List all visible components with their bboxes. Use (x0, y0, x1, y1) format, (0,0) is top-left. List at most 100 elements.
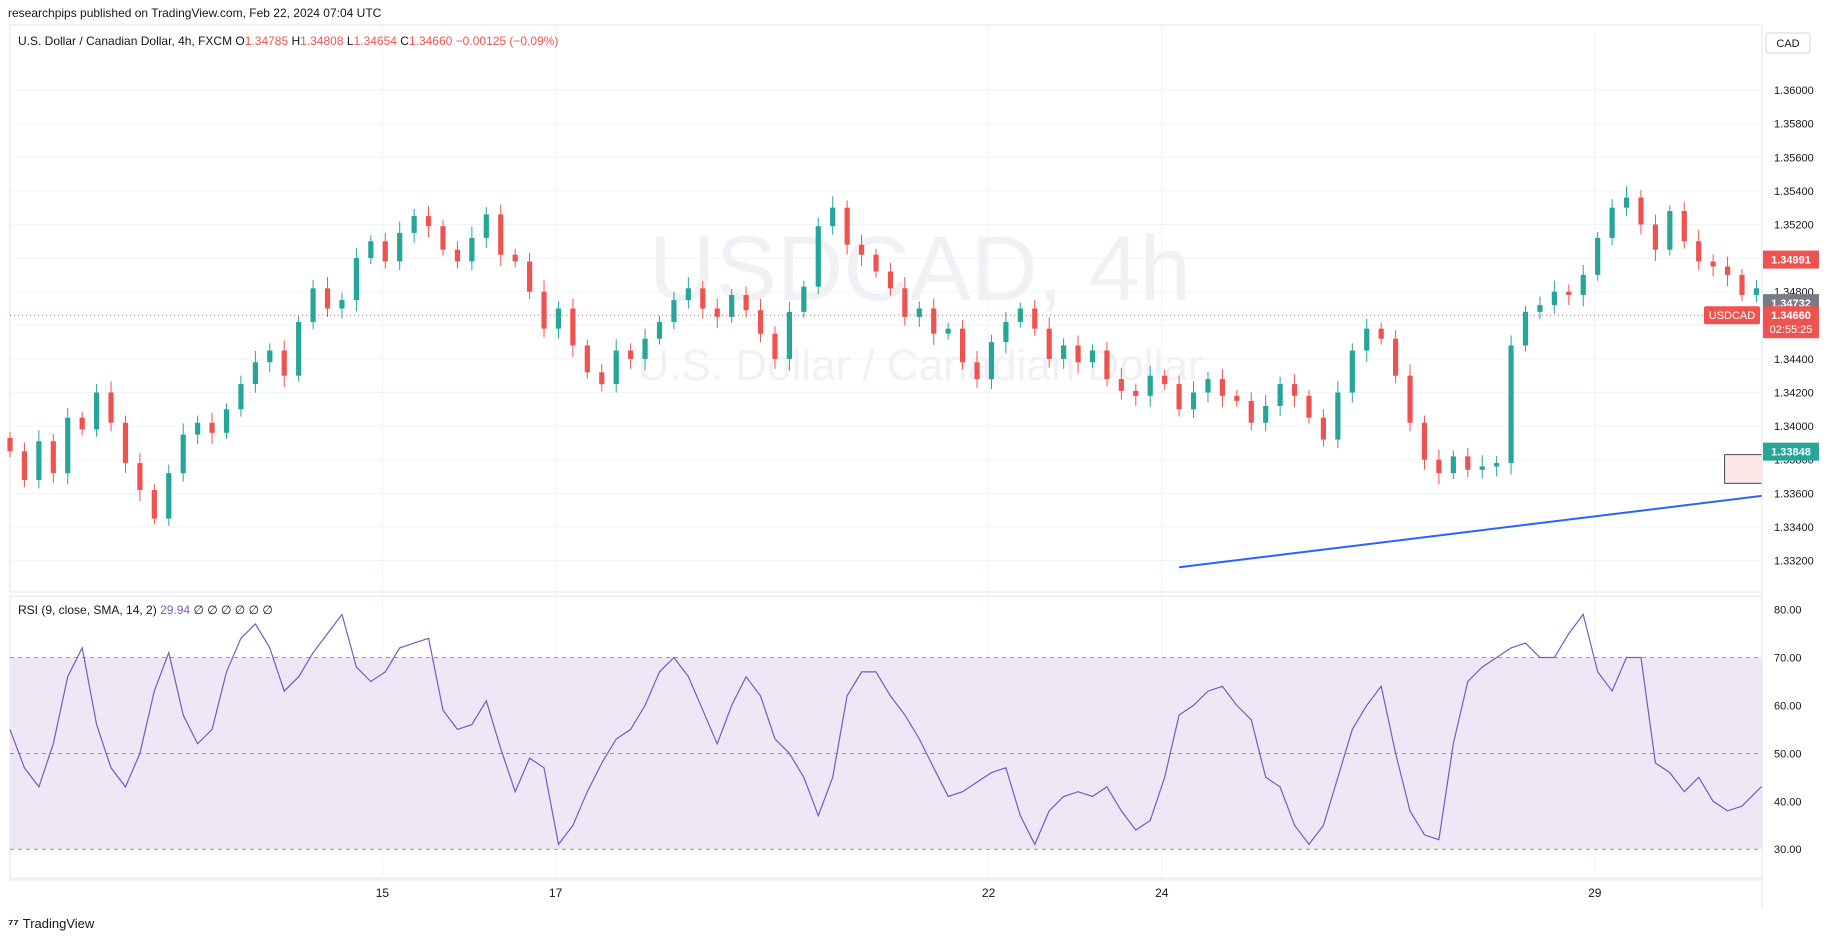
candle (94, 383, 100, 437)
candle-body (454, 249, 461, 262)
candle-body (368, 241, 374, 259)
candle (1248, 392, 1254, 430)
candle-body (1364, 328, 1370, 351)
candle-body (1652, 224, 1658, 250)
candle-body (628, 350, 634, 359)
rsi-legend-part: ∅ ∅ ∅ ∅ ∅ ∅ (193, 603, 272, 617)
candle (584, 339, 590, 379)
candle-body (483, 214, 489, 238)
candle (815, 217, 821, 294)
rsi-tick: 80.00 (1774, 605, 1802, 617)
candle-body (1234, 395, 1240, 401)
time-tick: 15 (376, 886, 390, 900)
footer-brand[interactable]: ⁷⁷ TradingView (8, 916, 94, 931)
candle-body (988, 342, 995, 380)
candle (1017, 302, 1023, 328)
candle (960, 320, 966, 370)
candle (555, 301, 562, 339)
candle-body (1320, 417, 1327, 440)
candle-body (296, 321, 302, 376)
currency-box (1765, 32, 1811, 54)
candle-body (1421, 422, 1428, 460)
candle-body (1710, 261, 1716, 267)
candle-body (1638, 197, 1644, 225)
candle-body (714, 308, 720, 317)
candle (1595, 232, 1601, 281)
candle-body (1147, 375, 1153, 396)
candle-body (1205, 379, 1211, 393)
candle (1436, 449, 1442, 485)
candle (1032, 299, 1038, 336)
candle (1638, 190, 1644, 235)
candle (1667, 205, 1673, 256)
candle (1104, 341, 1110, 387)
price-tick: 1.34400 (1774, 354, 1814, 366)
symbol-legend-part: 1.34654 (354, 34, 401, 48)
candle (1739, 269, 1745, 301)
candle-body (685, 288, 691, 301)
symbol-legend-part: L (347, 34, 354, 48)
candle (382, 232, 388, 269)
candle (1046, 317, 1052, 368)
candle-body (1681, 211, 1687, 242)
symbol-legend-part: H (291, 34, 300, 48)
candle (1465, 447, 1471, 478)
candle (1162, 369, 1168, 390)
candle (1681, 202, 1687, 249)
candle (714, 298, 720, 329)
stop-price-tag: 1.34991 (1771, 255, 1811, 267)
candle-body (902, 288, 908, 317)
candle-body (1003, 321, 1009, 343)
candle (1263, 394, 1269, 432)
candle-body (50, 441, 56, 474)
candle (1609, 199, 1615, 246)
candle (916, 301, 922, 327)
symbol-legend-part: −0.00125 (−0.09%) (456, 34, 559, 48)
time-tick: 24 (1155, 886, 1169, 900)
candle (1494, 455, 1500, 477)
candle-body (1393, 338, 1399, 376)
candle-body (1032, 308, 1038, 329)
candle (339, 292, 345, 319)
candle-body (324, 288, 331, 309)
candle (1580, 264, 1586, 307)
price-tick: 1.33400 (1774, 522, 1814, 534)
candle (65, 407, 71, 485)
candle-body (1061, 345, 1067, 359)
candle-body (1017, 308, 1023, 322)
candle (440, 220, 446, 256)
candle (353, 248, 359, 312)
candle-body (1349, 350, 1355, 393)
symbol-legend-part: U.S. Dollar / Canadian Dollar, 4h, FXCM (18, 34, 235, 48)
candle-body (1190, 392, 1197, 410)
axes: 1.332001.334001.336001.338001.340001.342… (10, 25, 1835, 908)
symbol-legend: U.S. Dollar / Canadian Dollar, 4h, FXCM … (18, 34, 558, 48)
candle-body (974, 362, 980, 380)
candle (1118, 367, 1124, 400)
candle-body (310, 288, 316, 322)
candle (1075, 335, 1081, 374)
last-price-tag: 1.34660 (1771, 310, 1811, 322)
candle (1089, 344, 1096, 369)
candle-body (1378, 328, 1384, 339)
candle-body (844, 207, 850, 245)
candle (79, 411, 85, 436)
candle-body (656, 321, 663, 339)
candle (873, 248, 879, 278)
candle (324, 277, 331, 318)
candle-body (353, 258, 359, 301)
candle-body (1407, 375, 1413, 423)
candle (281, 340, 287, 387)
candle-body (65, 417, 71, 474)
candle-body (1162, 375, 1168, 385)
rsi-tick: 30.00 (1774, 844, 1802, 856)
candle-body (267, 350, 273, 363)
candle-body (1075, 345, 1081, 363)
candle-body (1450, 456, 1456, 474)
candle-body (815, 226, 821, 287)
candle (945, 322, 951, 340)
candle-body (166, 473, 172, 519)
candle-body (960, 328, 966, 363)
